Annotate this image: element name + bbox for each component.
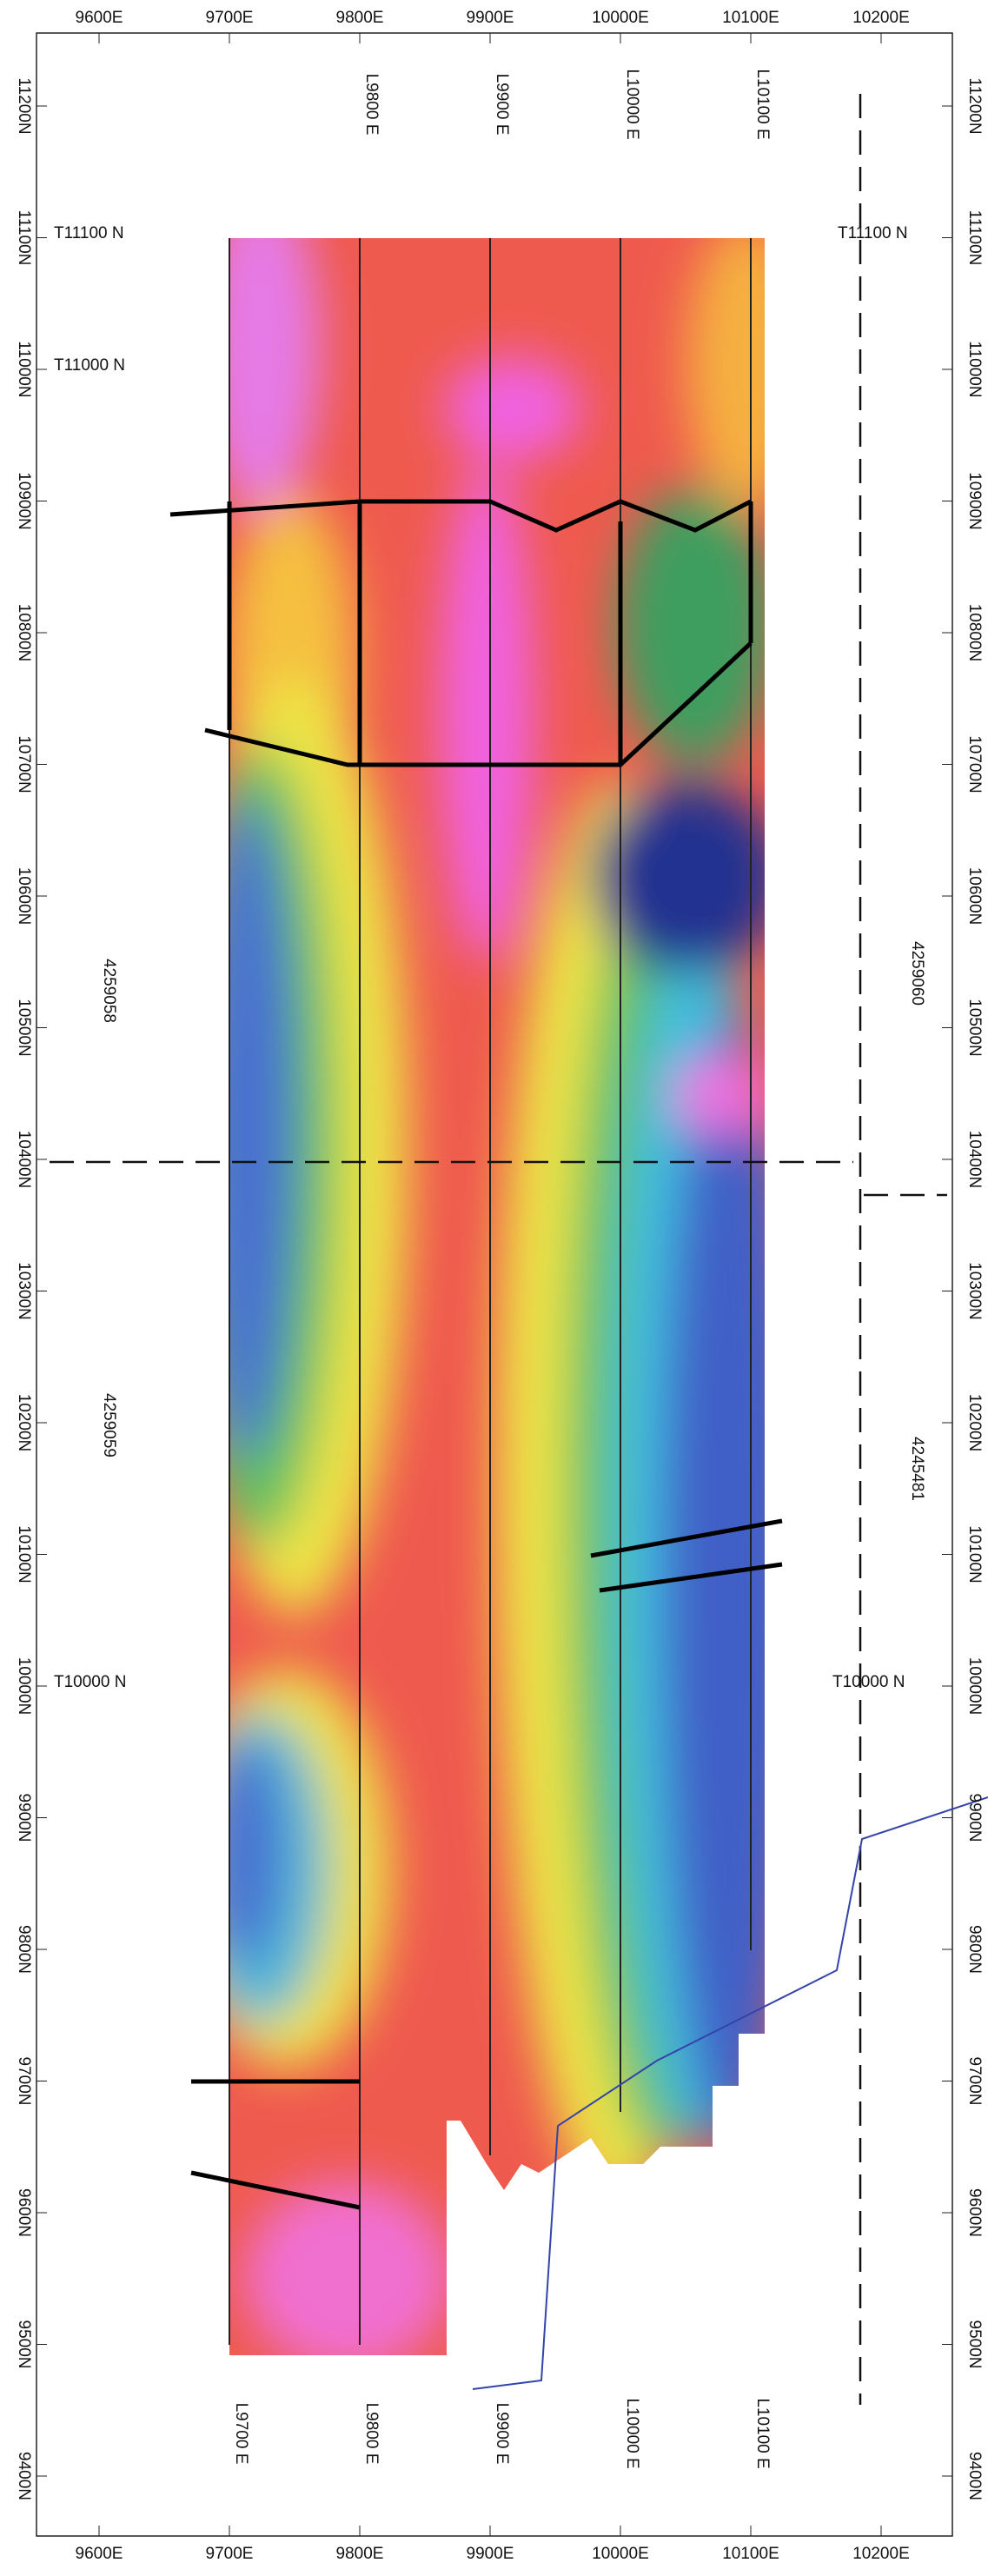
line-label: 4259059	[100, 1393, 118, 1457]
northing-label: 9900N	[965, 1794, 984, 1842]
northing-label: 9600N	[15, 2188, 33, 2237]
line-label: L9800 E	[362, 74, 381, 136]
northing-label: 10600N	[15, 867, 33, 926]
northing-label: 10200N	[965, 1394, 984, 1452]
line-label: L10000 E	[623, 69, 641, 139]
northing-label: 9800N	[965, 1925, 984, 1974]
northing-label: 10400N	[15, 1131, 33, 1189]
northing-label: 9800N	[15, 1925, 33, 1974]
northing-label: 10800N	[15, 604, 33, 662]
northing-label: 9400N	[965, 2452, 984, 2500]
easting-label: 9800E	[336, 9, 384, 27]
northing-label: 9400N	[15, 2452, 33, 2500]
line-label: L10000 E	[623, 2398, 641, 2468]
easting-label: 10200E	[852, 9, 910, 27]
northing-label: 9900N	[15, 1794, 33, 1842]
northing-label: 9700N	[15, 2057, 33, 2106]
northing-label: 11100N	[15, 210, 33, 266]
line-label: 4245481	[908, 1437, 926, 1501]
easting-label: 9600E	[76, 9, 123, 27]
northing-label: 9500N	[15, 2320, 33, 2369]
tie-line-label: T10000 N	[832, 1673, 905, 1691]
northing-label: 10100N	[15, 1525, 33, 1583]
line-label: L9900 E	[493, 74, 511, 136]
northing-label: 10100N	[965, 1525, 984, 1583]
easting-label: 9600E	[76, 2545, 123, 2563]
northing-label: 10300N	[965, 1262, 984, 1320]
northing-label: 9700N	[965, 2057, 984, 2106]
northing-label: 10000N	[15, 1657, 33, 1716]
tie-line-label: T10000 N	[54, 1673, 126, 1691]
northing-label: 10600N	[965, 867, 984, 926]
northing-label: 10800N	[965, 604, 984, 662]
northing-label: 10400N	[965, 1131, 984, 1189]
line-label: L9700 E	[232, 2403, 250, 2465]
line-label: L9900 E	[493, 2403, 511, 2465]
northing-label: 10500N	[15, 999, 33, 1057]
tie-line-label: T11100 N	[54, 224, 124, 242]
northing-label: 10200N	[15, 1394, 33, 1452]
line-label: L9800 E	[362, 2403, 381, 2465]
easting-label: 10100E	[722, 2545, 779, 2563]
northing-label: 10700N	[15, 735, 33, 793]
northing-label: 11200N	[15, 77, 33, 134]
northing-label: 10300N	[15, 1262, 33, 1320]
easting-label: 10000E	[592, 9, 649, 27]
tie-line-label: T11100 N	[838, 224, 908, 242]
northing-label: 10500N	[965, 999, 984, 1057]
northing-label: 10000N	[965, 1657, 984, 1716]
easting-label: 9700E	[206, 2545, 254, 2563]
northing-label: 11000N	[15, 341, 33, 397]
easting-label: 10100E	[722, 9, 779, 27]
tie-line-label: T11000 N	[54, 356, 125, 375]
northing-label: 11200N	[965, 77, 984, 134]
northing-label: 11100N	[965, 210, 984, 266]
northing-label: 10900N	[965, 472, 984, 530]
northing-label: 11000N	[965, 341, 984, 397]
northing-label: 10700N	[965, 735, 984, 793]
easting-label: 10000E	[592, 2545, 649, 2563]
line-label: 4259060	[908, 941, 926, 1006]
line-label: L10100 E	[753, 2398, 772, 2468]
northing-label: 9500N	[965, 2320, 984, 2369]
easting-label: 9900E	[467, 2545, 514, 2563]
easting-label: 9900E	[467, 9, 514, 27]
line-label: L10100 E	[753, 69, 772, 139]
line-label: 4259058	[100, 959, 118, 1023]
northing-label: 10900N	[15, 472, 33, 530]
easting-label: 10200E	[852, 2545, 910, 2563]
easting-label: 9800E	[336, 2545, 384, 2563]
easting-label: 9700E	[206, 9, 254, 27]
northing-label: 9600N	[965, 2188, 984, 2237]
survey-map: 9600E 9600E 9700E 9700E 9800E 9800E 9900E 9900E…	[0, 0, 988, 2576]
